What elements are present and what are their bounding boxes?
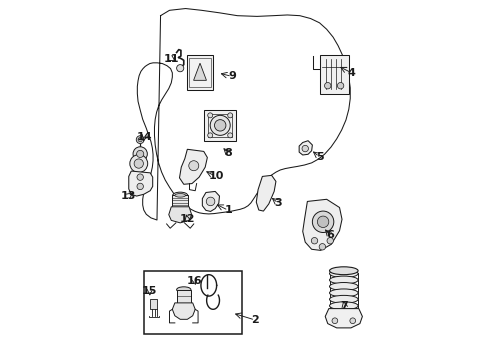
Text: 1: 1: [224, 205, 232, 215]
Text: 11: 11: [163, 54, 179, 64]
Bar: [319, 55, 348, 94]
Text: 5: 5: [315, 152, 323, 162]
Circle shape: [337, 82, 343, 89]
Ellipse shape: [172, 192, 187, 199]
Circle shape: [214, 120, 225, 131]
Polygon shape: [193, 63, 206, 80]
Bar: [189, 58, 210, 87]
Circle shape: [227, 133, 232, 138]
Polygon shape: [202, 192, 219, 211]
Ellipse shape: [329, 283, 357, 291]
Circle shape: [207, 133, 212, 138]
Ellipse shape: [175, 194, 185, 197]
Circle shape: [302, 145, 308, 152]
Ellipse shape: [329, 267, 357, 275]
Circle shape: [137, 174, 143, 180]
Circle shape: [134, 159, 143, 168]
Text: 9: 9: [227, 71, 235, 81]
Circle shape: [133, 147, 147, 161]
Text: 8: 8: [224, 148, 232, 158]
Circle shape: [227, 113, 232, 118]
Circle shape: [326, 238, 333, 244]
Circle shape: [311, 238, 317, 244]
Circle shape: [312, 211, 333, 233]
Text: 12: 12: [179, 214, 195, 224]
Polygon shape: [302, 199, 341, 250]
Ellipse shape: [329, 270, 357, 278]
Circle shape: [130, 155, 147, 172]
Bar: [204, 110, 235, 141]
Text: 14: 14: [136, 132, 152, 142]
Bar: [186, 55, 213, 90]
Bar: [207, 113, 232, 137]
Bar: [150, 298, 157, 309]
Circle shape: [136, 136, 144, 144]
Text: 4: 4: [347, 68, 355, 78]
Ellipse shape: [176, 287, 190, 293]
Circle shape: [331, 318, 337, 324]
Circle shape: [136, 150, 143, 157]
Text: 7: 7: [340, 301, 347, 311]
Ellipse shape: [329, 302, 357, 310]
Ellipse shape: [329, 289, 357, 297]
Text: 3: 3: [274, 198, 282, 208]
Bar: [143, 271, 242, 334]
Text: 2: 2: [251, 315, 259, 325]
Bar: [172, 195, 188, 207]
Text: 15: 15: [142, 286, 157, 296]
Polygon shape: [128, 171, 152, 196]
Bar: [176, 290, 190, 303]
Polygon shape: [325, 309, 362, 328]
Circle shape: [176, 64, 183, 72]
Circle shape: [188, 161, 198, 171]
Ellipse shape: [329, 276, 357, 284]
Text: 13: 13: [121, 191, 136, 201]
Text: 16: 16: [186, 276, 202, 286]
Circle shape: [317, 216, 328, 228]
Polygon shape: [299, 141, 312, 155]
Polygon shape: [256, 175, 275, 211]
Circle shape: [324, 82, 330, 89]
Polygon shape: [179, 149, 207, 184]
Ellipse shape: [329, 296, 357, 303]
Text: 10: 10: [208, 171, 223, 181]
Polygon shape: [168, 207, 191, 223]
Text: 6: 6: [325, 230, 333, 240]
Circle shape: [349, 318, 355, 324]
Circle shape: [206, 197, 214, 206]
Circle shape: [210, 115, 230, 135]
Circle shape: [138, 138, 142, 142]
Circle shape: [319, 244, 325, 250]
Circle shape: [207, 113, 212, 118]
Polygon shape: [172, 303, 195, 319]
Circle shape: [137, 183, 143, 190]
